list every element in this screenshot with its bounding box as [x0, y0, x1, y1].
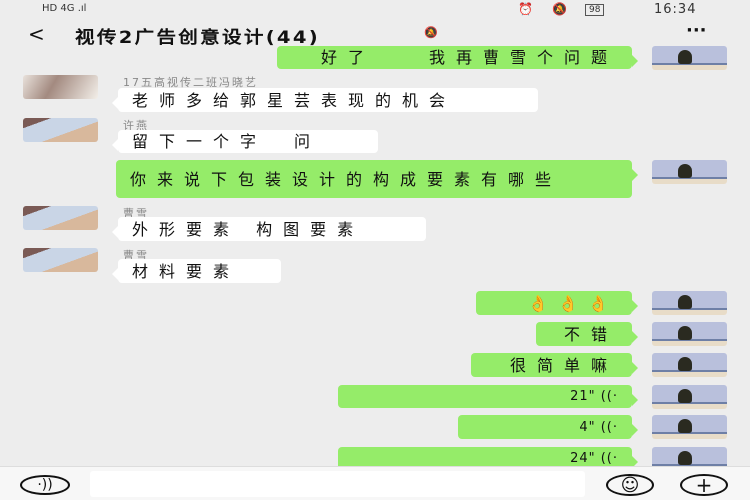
sender-name: 曹雪 — [123, 207, 149, 220]
chat-header: < 视传2广告创意设计(44) 🔕 ··· — [0, 20, 750, 48]
more-button[interactable]: ··· — [686, 20, 707, 41]
sender-name: 许燕 — [123, 119, 149, 132]
voice-message[interactable]: 21" ((· — [338, 385, 638, 408]
sender-name: 17五高视传二班冯晓艺 — [123, 76, 258, 89]
alarm-icon: ⏰ — [518, 2, 533, 16]
avatar[interactable] — [23, 75, 98, 99]
clock: 16:34 — [654, 2, 697, 17]
avatar[interactable] — [652, 353, 727, 377]
message-bubble[interactable]: 留下一个字 问 — [112, 130, 378, 153]
avatar[interactable] — [652, 46, 727, 70]
voice-message[interactable]: 24" ((· — [338, 447, 638, 470]
message-bubble[interactable]: 很简单嘛 — [471, 353, 638, 377]
message-bubble[interactable]: 老师多给郭星芸表现的机会 — [112, 88, 538, 112]
back-button[interactable]: < — [28, 22, 45, 46]
plus-icon[interactable]: + — [680, 473, 728, 497]
voice-input-icon[interactable]: ·)) — [20, 475, 70, 495]
message-bubble[interactable]: 不错 — [536, 322, 638, 346]
chat-title: 视传2广告创意设计(44) — [75, 28, 320, 48]
battery-indicator: 98 — [585, 4, 605, 16]
avatar[interactable] — [23, 118, 98, 142]
message-bubble[interactable]: 好了 我再曹雪个问题 — [277, 46, 638, 69]
status-bar: HD 4G .ıl ⏰ 🔕 98 16:34 — [0, 0, 750, 20]
avatar[interactable] — [23, 248, 98, 272]
message-bubble[interactable]: 👌👌👌 — [476, 291, 638, 315]
avatar[interactable] — [652, 291, 727, 315]
message-bubble[interactable]: 外形要素 构图要素 — [112, 217, 426, 241]
avatar[interactable] — [23, 206, 98, 230]
message-input[interactable] — [90, 471, 585, 497]
emoji-icon[interactable]: ☺ — [606, 474, 654, 496]
avatar[interactable] — [652, 385, 727, 409]
bell-off-icon: 🔕 — [424, 26, 438, 39]
avatar[interactable] — [652, 415, 727, 439]
avatar[interactable] — [652, 322, 727, 346]
avatar[interactable] — [652, 160, 727, 184]
voice-message[interactable]: 4" ((· — [458, 415, 638, 439]
input-bar: ·)) ☺ + — [0, 466, 750, 500]
signal-indicator: HD 4G .ıl — [42, 3, 87, 14]
mute-icon: 🔕 — [552, 2, 567, 16]
message-bubble[interactable]: 你来说下包装设计的构成要素有哪些 — [116, 160, 638, 198]
message-bubble[interactable]: 材料要素 — [112, 259, 281, 283]
sender-name: 曹雪 — [123, 249, 149, 262]
